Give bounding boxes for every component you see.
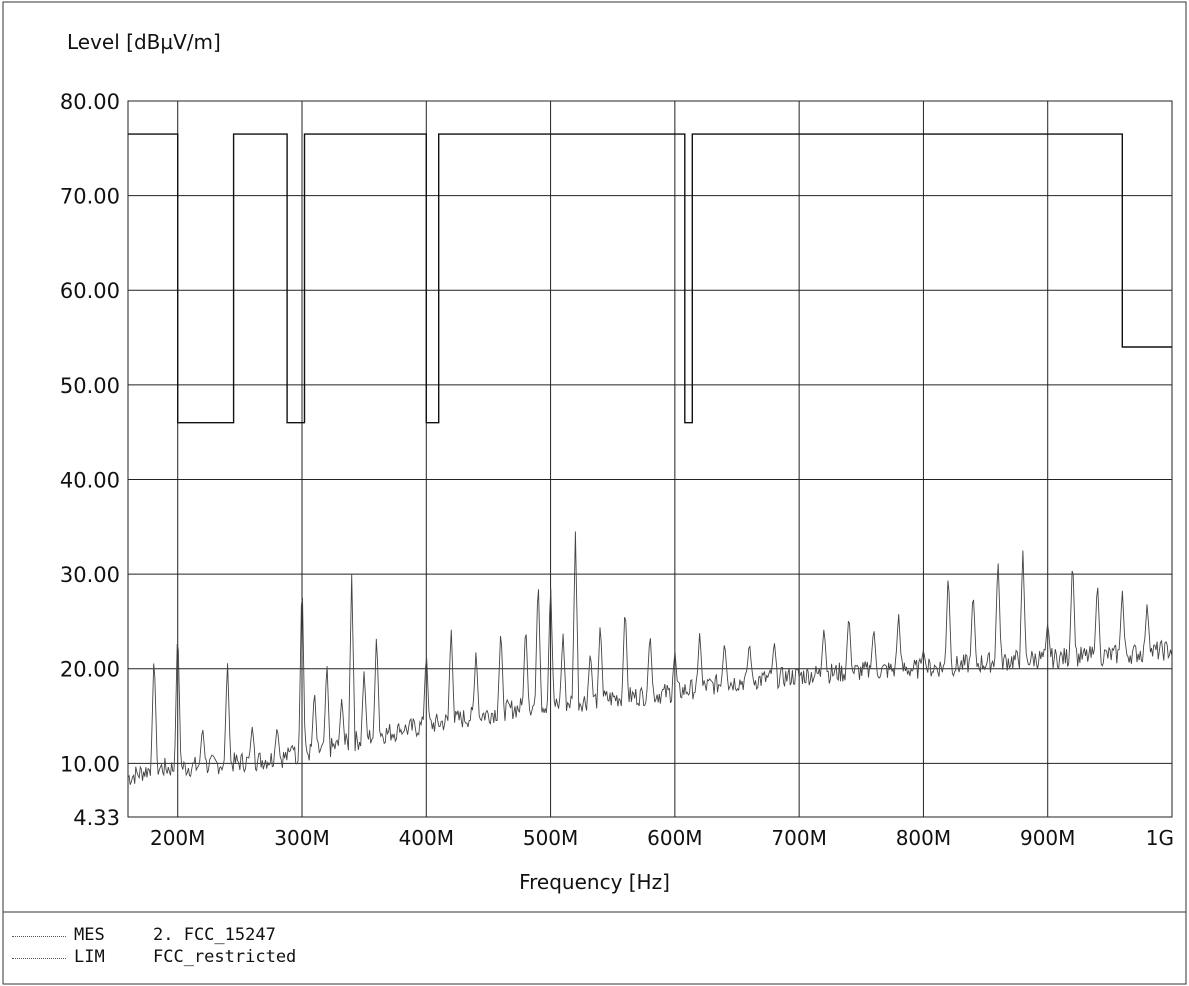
y-tick-label: 80.00: [60, 90, 120, 114]
limit-line: [128, 133, 1172, 424]
y-tick-label: 30.00: [60, 563, 120, 587]
legend-line-lim: [12, 958, 66, 959]
data-series: [127, 133, 1173, 785]
x-tick-label: 200M: [150, 826, 205, 850]
x-tick-label: 400M: [399, 826, 454, 850]
legend-name-mes: 2. FCC_15247: [153, 925, 276, 945]
x-tick-label: 500M: [523, 826, 578, 850]
x-tick-label: 600M: [647, 826, 702, 850]
grid: [127, 100, 1173, 818]
legend: MES 2. FCC_15247 LIM FCC_restricted: [8, 925, 1178, 985]
x-tick-label: 800M: [896, 826, 951, 850]
x-tick-label: 700M: [771, 826, 826, 850]
tick-labels: 80.00 70.00 60.00 50.00 40.00 30.00 20.00 10.00…: [60, 90, 1174, 850]
measurement-trace: [127, 531, 1173, 785]
y-tick-label: 40.00: [60, 468, 120, 492]
y-tick-label: 50.00: [60, 374, 120, 398]
legend-code-mes: MES: [74, 925, 105, 945]
x-tick-label: 900M: [1020, 826, 1075, 850]
plot-area: [127, 100, 1173, 818]
y-tick-label: 20.00: [60, 658, 120, 682]
x-tick-label: 1G: [1146, 826, 1174, 850]
y-tick-label: 70.00: [60, 185, 120, 209]
legend-line-mes: [12, 936, 66, 937]
y-tick-label: 60.00: [60, 279, 120, 303]
y-tick-label: 10.00: [60, 752, 120, 776]
legend-name-lim: FCC_restricted: [153, 947, 297, 967]
x-tick-label: 300M: [274, 826, 329, 850]
y-axis-label: Level [dBµV/m]: [67, 30, 221, 54]
y-tick-label: 4.33: [73, 806, 120, 830]
legend-code-lim: LIM: [74, 947, 105, 967]
x-axis-label: Frequency [Hz]: [519, 870, 670, 894]
